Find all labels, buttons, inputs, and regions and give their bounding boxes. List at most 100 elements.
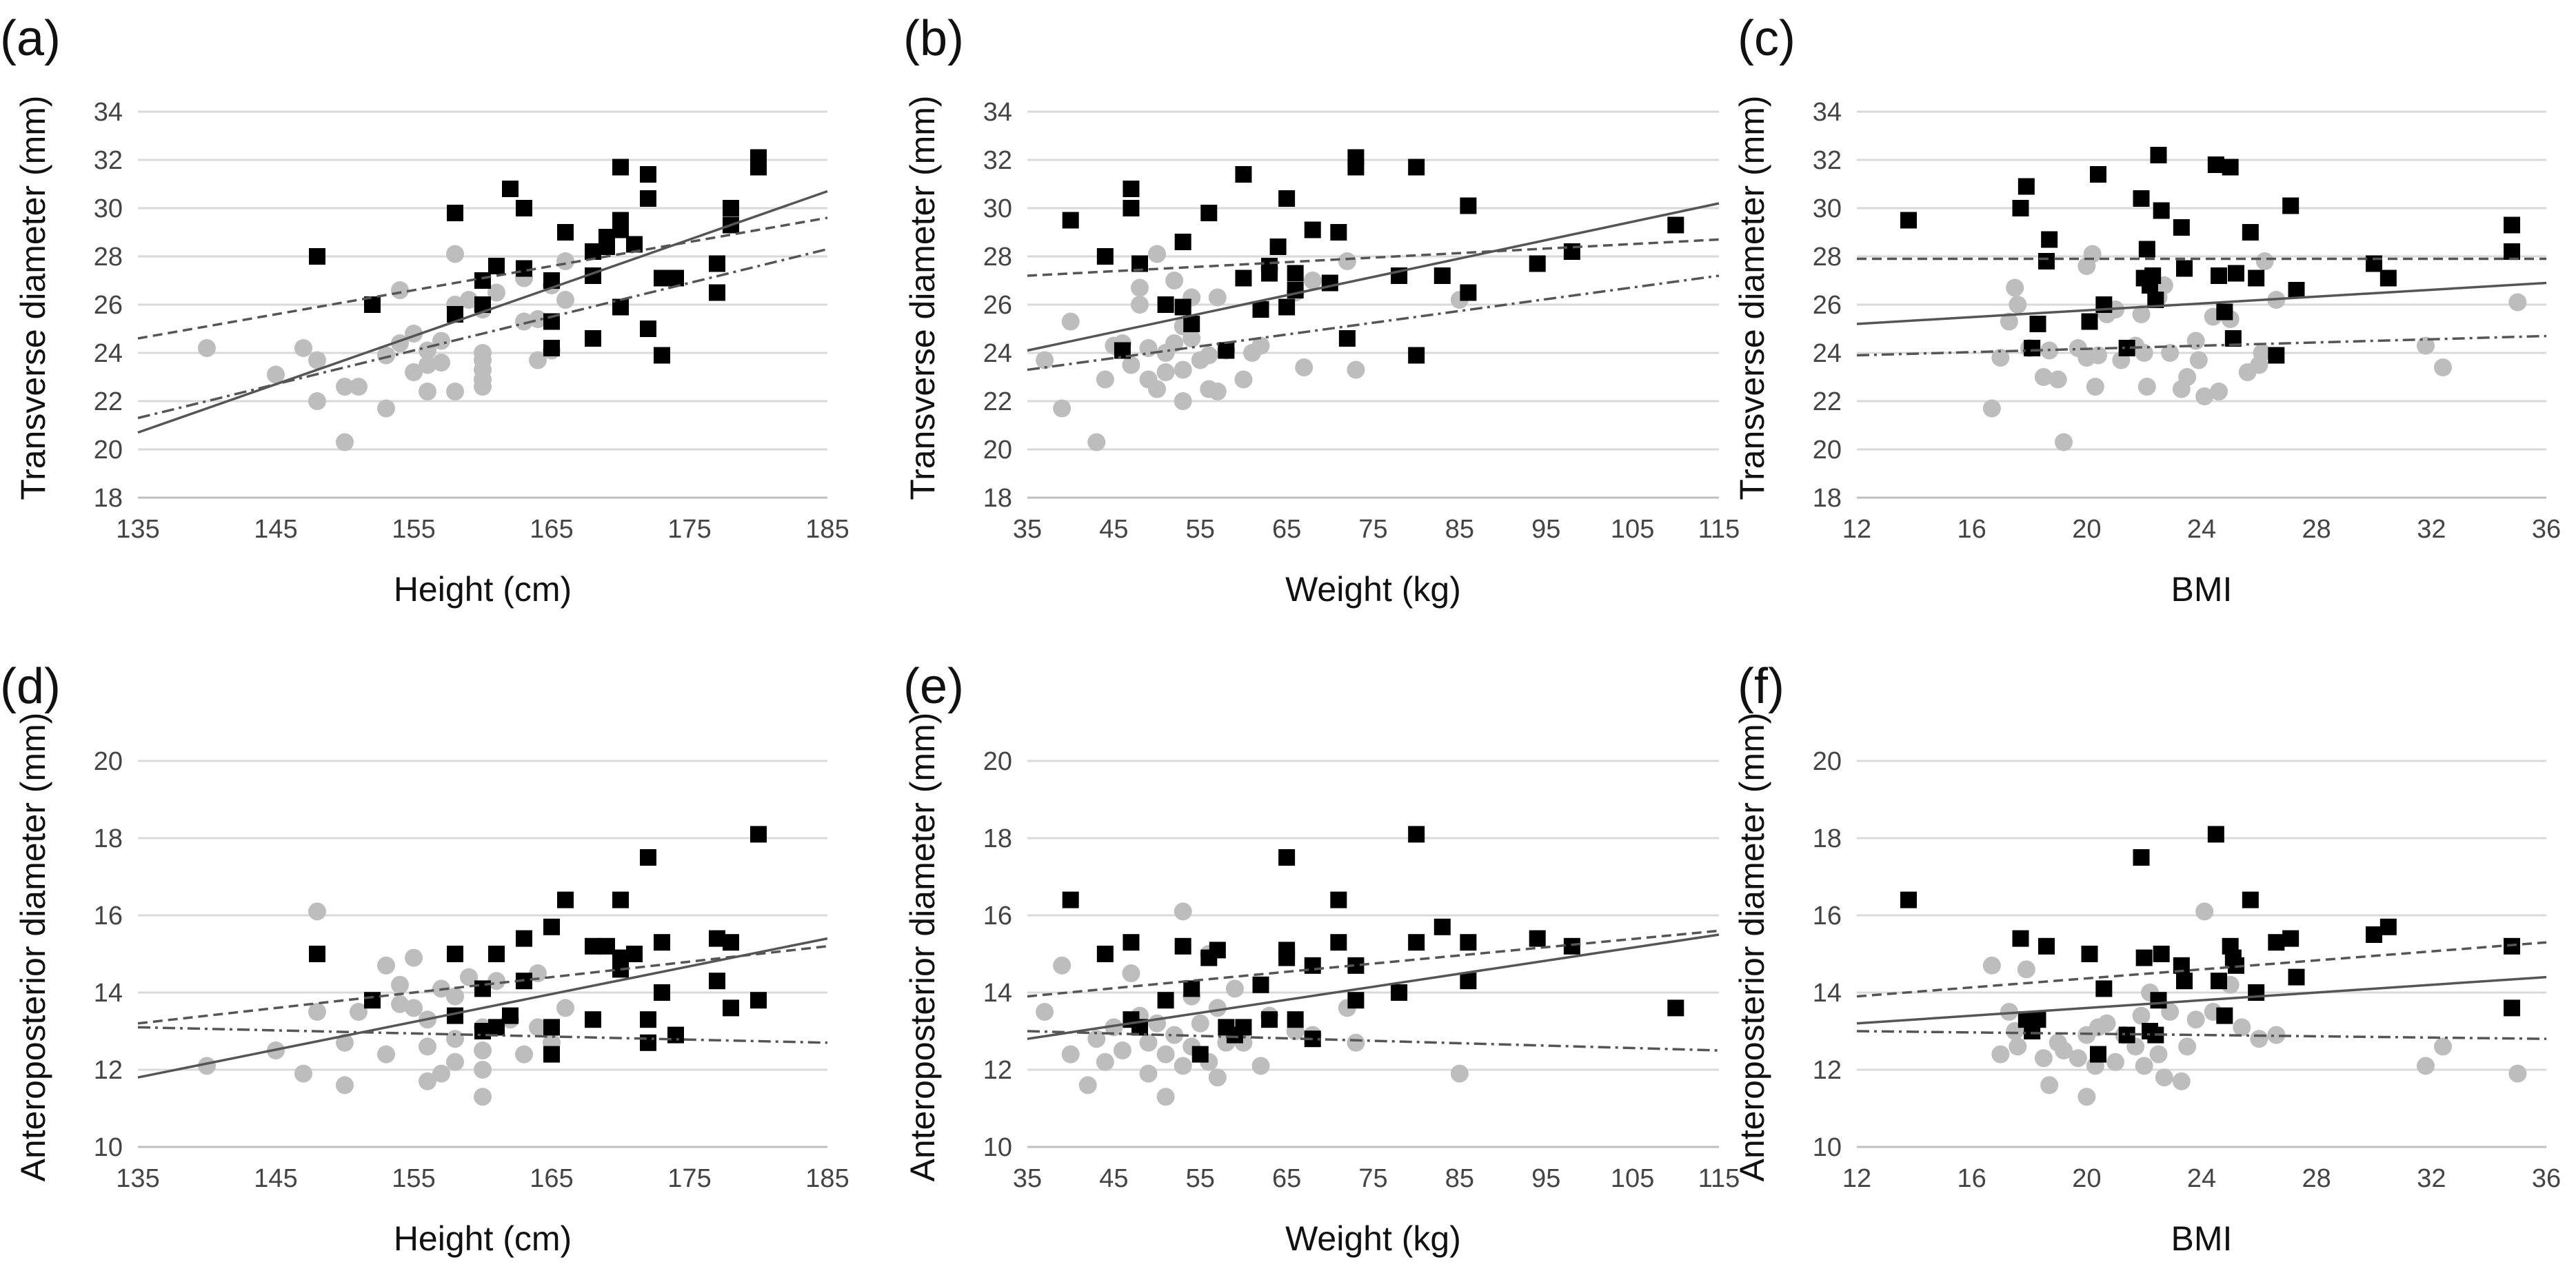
data-point-female xyxy=(2040,1076,2059,1095)
x-tick-label: 165 xyxy=(530,515,573,544)
data-point-female xyxy=(2508,293,2527,312)
data-point-male xyxy=(1235,270,1252,287)
data-point-female xyxy=(2132,305,2151,323)
data-point-female xyxy=(1174,360,1192,379)
chart-panel-2: (b) 18 20 22 24 26 28 30 32 34 35 45 55 65 75 85 95 105 11… xyxy=(903,11,1740,609)
data-point-male xyxy=(309,946,325,962)
data-point-female xyxy=(1347,1033,1365,1052)
data-point-female xyxy=(294,339,312,357)
data-point-male xyxy=(2081,946,2098,962)
data-point-male xyxy=(1408,934,1425,951)
x-tick-label: 65 xyxy=(1272,1164,1301,1193)
data-point-female xyxy=(460,291,478,309)
data-point-female xyxy=(2049,370,2067,389)
data-point-female xyxy=(1148,380,1167,398)
x-tick-label: 24 xyxy=(2187,1164,2216,1193)
data-point-male xyxy=(2504,243,2520,260)
x-tick-label: 95 xyxy=(1531,1164,1560,1193)
data-point-male xyxy=(1209,942,1226,959)
data-point-male xyxy=(1123,934,1140,951)
data-point-female xyxy=(1053,956,1071,975)
data-point-male xyxy=(1529,255,1546,272)
data-point-male xyxy=(1667,999,1684,1017)
data-point-female xyxy=(419,383,436,400)
data-point-female xyxy=(1122,964,1140,982)
data-point-female xyxy=(446,1030,464,1048)
x-tick-label: 32 xyxy=(2417,515,2446,544)
y-tick-label: 30 xyxy=(1813,194,1842,223)
data-point-female xyxy=(2417,336,2435,355)
data-point-male xyxy=(2012,930,2029,947)
data-point-female xyxy=(529,351,547,369)
x-tick-label: 28 xyxy=(2302,1164,2331,1193)
data-point-male xyxy=(1174,234,1191,250)
data-point-female xyxy=(1982,956,2001,975)
data-point-female xyxy=(419,1072,436,1090)
x-axis-title: BMI xyxy=(2171,1219,2233,1258)
data-point-male xyxy=(1235,1019,1252,1036)
data-point-male xyxy=(1287,1011,1304,1028)
data-point-female xyxy=(336,433,354,451)
y-tick-label: 30 xyxy=(983,194,1012,223)
panel-label: (f) xyxy=(1738,659,1784,714)
y-tick-label: 18 xyxy=(1813,824,1842,853)
data-point-male xyxy=(1900,212,1917,229)
data-point-male xyxy=(1287,282,1304,298)
y-tick-label: 32 xyxy=(983,146,1012,175)
data-point-male xyxy=(750,826,767,843)
y-tick-label: 28 xyxy=(983,243,1012,272)
y-axis-title: Transverse diameter (mm) xyxy=(14,95,52,500)
data-point-male xyxy=(1123,181,1140,197)
data-point-female xyxy=(474,1041,492,1059)
data-point-female xyxy=(2161,344,2180,362)
data-point-male xyxy=(1278,949,1296,966)
data-point-female xyxy=(1208,1068,1227,1087)
data-point-male xyxy=(1218,342,1235,359)
data-point-male xyxy=(543,1046,560,1063)
data-point-female xyxy=(1156,1045,1175,1064)
data-point-male xyxy=(640,321,656,337)
data-point-male xyxy=(2242,891,2259,908)
data-point-male xyxy=(516,200,532,216)
data-point-male xyxy=(654,984,670,1001)
data-point-female xyxy=(336,1076,354,1095)
x-tick-label: 12 xyxy=(1842,1164,1871,1193)
data-point-male xyxy=(557,224,574,241)
data-point-male xyxy=(1529,930,1546,947)
data-point-male xyxy=(2268,347,2285,364)
y-tick-label: 10 xyxy=(983,1133,1012,1162)
data-point-female xyxy=(391,975,409,994)
data-point-male xyxy=(1269,238,1287,255)
y-tick-label: 32 xyxy=(94,146,123,175)
data-point-male xyxy=(612,891,629,908)
data-point-male xyxy=(2153,202,2170,219)
data-point-female xyxy=(2089,346,2107,365)
data-point-female xyxy=(391,995,409,1013)
data-point-female xyxy=(419,356,436,374)
data-point-male xyxy=(1157,296,1174,313)
data-point-female xyxy=(1450,1064,1469,1083)
x-tick-label: 115 xyxy=(1698,515,1740,544)
data-point-female xyxy=(1053,399,1071,418)
data-point-female xyxy=(1165,334,1184,352)
data-point-female xyxy=(2172,1072,2191,1090)
data-point-female xyxy=(350,378,368,396)
data-point-male xyxy=(1123,200,1140,216)
data-point-male xyxy=(1460,973,1477,990)
data-point-female xyxy=(1036,351,1054,369)
data-point-male xyxy=(1433,918,1451,935)
data-point-male xyxy=(2211,267,2227,284)
data-point-male xyxy=(2133,190,2150,207)
fit-line-male xyxy=(1027,929,1720,998)
data-point-female xyxy=(515,1045,533,1064)
y-tick-label: 34 xyxy=(983,98,1012,127)
data-point-female xyxy=(474,1061,492,1079)
data-point-female xyxy=(474,1088,492,1106)
fit-line-all xyxy=(1856,281,2547,325)
data-point-female xyxy=(1156,363,1175,381)
y-tick-label: 14 xyxy=(983,979,1012,1008)
panel-label: (a) xyxy=(0,11,61,66)
data-point-female xyxy=(2178,368,2197,386)
data-point-male xyxy=(2024,340,2041,356)
